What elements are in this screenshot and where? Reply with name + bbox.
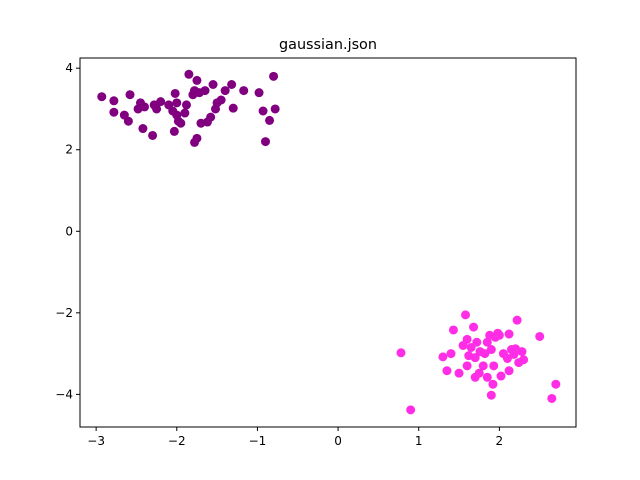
scatter-point-series-2 — [489, 361, 499, 371]
scatter-point-series-2 — [547, 393, 557, 403]
scatter-point-series-1 — [227, 80, 237, 90]
scatter-point-series-2 — [438, 352, 448, 362]
scatter-point-series-1 — [208, 80, 218, 90]
scatter-point-series-1 — [140, 102, 150, 112]
x-tick-label: −3 — [87, 434, 105, 448]
scatter-point-series-1 — [184, 69, 194, 79]
data-points — [97, 69, 561, 415]
scatter-point-series-1 — [270, 104, 280, 114]
scatter-point-series-2 — [406, 405, 416, 415]
scatter-point-series-2 — [470, 353, 480, 363]
scatter-point-series-1 — [228, 103, 238, 113]
scatter-point-series-2 — [446, 349, 456, 359]
scatter-point-series-1 — [258, 106, 268, 116]
scatter-point-series-1 — [176, 118, 186, 128]
scatter-point-series-2 — [494, 330, 504, 340]
scatter-point-series-1 — [156, 97, 166, 107]
scatter-point-series-2 — [469, 322, 479, 332]
scatter-point-series-1 — [220, 86, 230, 96]
scatter-point-series-1 — [123, 116, 133, 126]
scatter-point-series-1 — [192, 133, 202, 143]
scatter-point-series-1 — [180, 108, 190, 118]
scatter-point-series-1 — [216, 95, 226, 105]
scatter-point-series-2 — [454, 368, 464, 378]
scatter-point-series-2 — [488, 379, 498, 389]
scatter-point-series-1 — [125, 90, 135, 100]
scatter-point-series-2 — [517, 347, 527, 357]
scatter-point-series-2 — [486, 345, 496, 355]
scatter-point-series-2 — [482, 337, 492, 347]
scatter-point-series-1 — [109, 107, 119, 117]
scatter-point-series-2 — [442, 366, 452, 376]
scatter-point-series-1 — [206, 112, 216, 122]
x-tick-label: 1 — [415, 434, 423, 448]
scatter-point-series-1 — [170, 88, 180, 98]
y-tick-label: 4 — [65, 61, 73, 75]
x-tick-label: 2 — [496, 434, 504, 448]
x-tick-label: 0 — [334, 434, 342, 448]
scatter-point-series-2 — [502, 354, 512, 364]
scatter-point-series-1 — [152, 104, 162, 114]
y-tick-label: 2 — [65, 143, 73, 157]
scatter-point-series-1 — [109, 96, 119, 106]
scatter-point-series-1 — [269, 71, 279, 81]
scatter-point-series-2 — [472, 337, 482, 347]
scatter-point-series-2 — [504, 329, 514, 339]
scatter-point-series-1 — [254, 88, 264, 98]
scatter-point-series-1 — [138, 124, 148, 134]
scatter-point-series-2 — [466, 342, 476, 352]
scatter-point-series-2 — [478, 361, 488, 371]
scatter-point-series-1 — [169, 126, 179, 136]
y-tick-label: −4 — [55, 387, 73, 401]
scatter-point-series-2 — [396, 348, 406, 358]
x-tick-label: −2 — [168, 434, 186, 448]
scatter-point-series-2 — [462, 361, 472, 371]
scatter-point-series-1 — [181, 100, 191, 110]
scatter-point-series-2 — [482, 372, 492, 382]
scatter-point-series-2 — [462, 334, 472, 344]
scatter-point-series-2 — [448, 325, 458, 335]
scatter-point-series-1 — [200, 86, 210, 96]
scatter-point-series-1 — [148, 130, 158, 140]
scatter-point-series-1 — [265, 115, 275, 125]
scatter-point-series-2 — [461, 310, 471, 320]
scatter-point-series-2 — [551, 379, 561, 389]
scatter-point-series-2 — [486, 390, 496, 400]
scatter-point-series-1 — [172, 98, 182, 108]
scatter-point-series-2 — [535, 331, 545, 341]
plot-frame — [79, 57, 577, 428]
scatter-point-series-2 — [474, 368, 484, 378]
scatter-point-series-2 — [519, 355, 529, 365]
scatter-point-series-1 — [239, 86, 249, 96]
scatter-point-series-2 — [504, 366, 514, 376]
scatter-point-series-2 — [512, 315, 522, 325]
axes: −3 −2 −1 0 1 2 −4 −2 0 2 4 — [55, 61, 503, 448]
scatter-point-series-2 — [480, 349, 490, 359]
scatter-point-series-2 — [496, 371, 506, 381]
scatter-point-series-1 — [192, 75, 202, 85]
y-tick-label: 0 — [65, 224, 73, 238]
chart-title: gaussian.json — [279, 37, 377, 53]
y-tick-label: −2 — [55, 306, 73, 320]
x-tick-label: −1 — [249, 434, 267, 448]
scatter-point-series-1 — [260, 137, 270, 147]
scatter-point-series-1 — [97, 92, 107, 102]
